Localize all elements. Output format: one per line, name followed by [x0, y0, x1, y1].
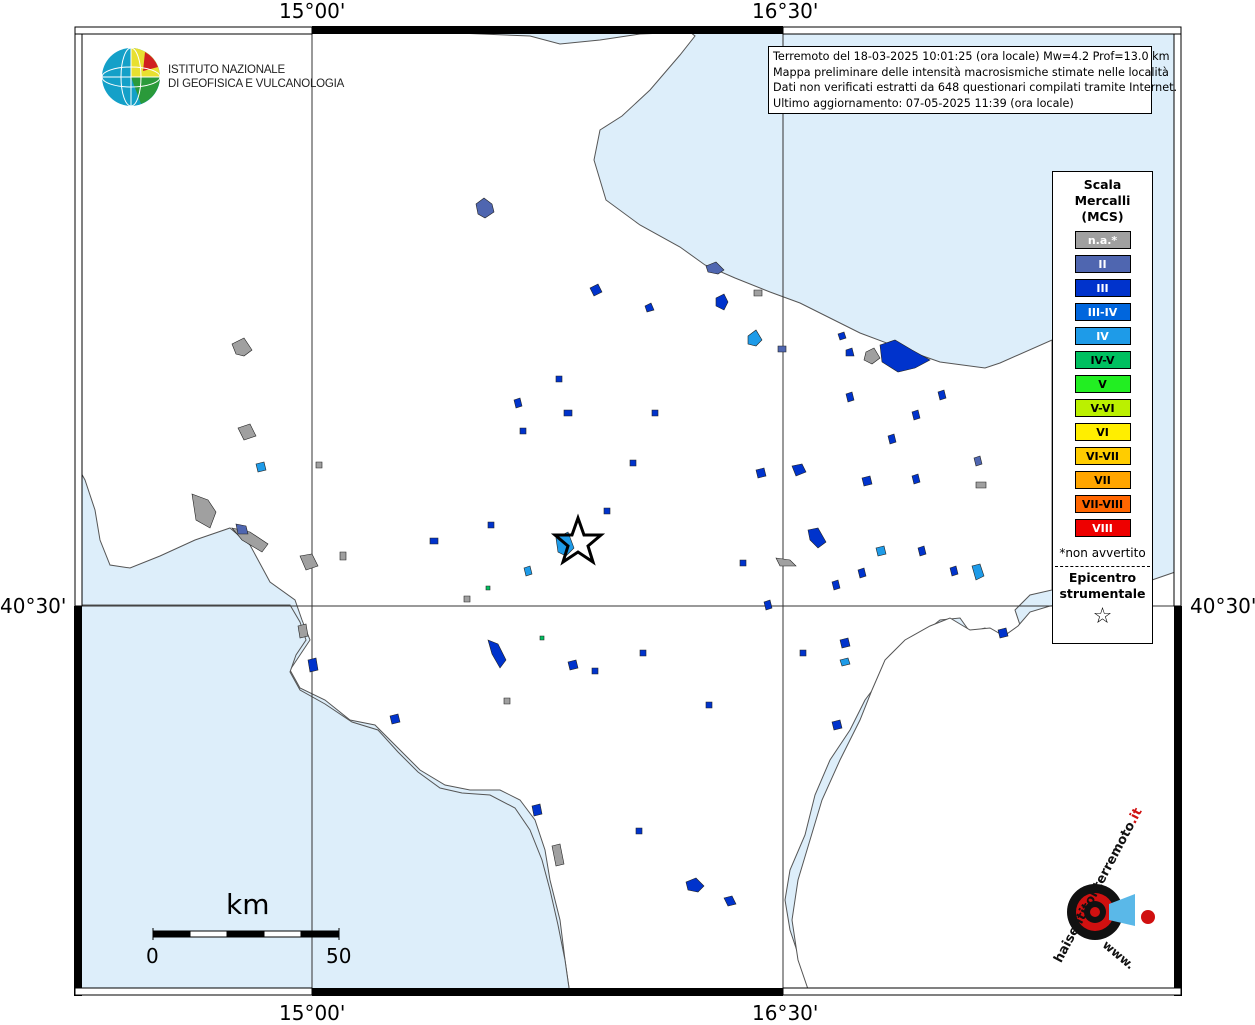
legend-item: III-IV: [1074, 303, 1131, 321]
lat-label-right: 40°30': [1190, 594, 1255, 618]
scale-bar: [152, 928, 340, 940]
scale-start: 0: [146, 944, 159, 968]
ingv-globe-icon: [101, 47, 161, 107]
lon-label-bottom-15: 15°00': [279, 1001, 346, 1025]
legend-item: VI-VII: [1074, 447, 1131, 465]
frame-ticks-white: [74, 26, 1182, 996]
legend-title: Scala Mercalli (MCS): [1053, 177, 1152, 225]
legend-star-icon: ☆: [1092, 604, 1113, 629]
legend-item: VII: [1074, 471, 1131, 489]
legend-title-line-2: Mercalli: [1074, 193, 1131, 208]
legend-item: VII-VIII: [1074, 495, 1131, 513]
legend-item: VIII: [1074, 519, 1131, 537]
legend-item: IV: [1074, 327, 1131, 345]
legend-item: VI: [1074, 423, 1131, 441]
lon-label-top-1630: 16°30': [752, 0, 819, 23]
legend-title-line-3: (MCS): [1081, 209, 1124, 224]
legend-epicenter-label: Epicentro strumentale: [1053, 570, 1152, 602]
legend-separator: [1055, 566, 1150, 567]
legend-note: *non avvertito: [1059, 546, 1146, 560]
lat-label-left: 40°30': [0, 594, 67, 618]
legend-epicenter-line-2: strumentale: [1059, 586, 1146, 601]
legend-item: n.a.*: [1074, 231, 1131, 249]
info-line-4: Ultimo aggiornamento: 07-05-2025 11:39 (…: [773, 96, 1074, 110]
haisentito-badge: [1059, 876, 1155, 948]
logo-line-1: ISTITUTO NAZIONALE: [168, 64, 285, 76]
legend-item: III: [1074, 279, 1131, 297]
ingv-logo-text: ISTITUTO NAZIONALE DI GEOFISICA E VULCAN…: [168, 63, 344, 91]
mcs-legend: Scala Mercalli (MCS) n.a.* II III III-IV IV I…: [1052, 171, 1153, 644]
legend-item: V-VI: [1074, 399, 1131, 417]
legend-title-line-1: Scala: [1083, 177, 1122, 192]
municipalities: [191, 197, 1009, 907]
legend-item: IV-V: [1074, 351, 1131, 369]
info-line-1: Terremoto del 18-03-2025 10:01:25 (ora l…: [773, 50, 1170, 63]
event-info-box: Terremoto del 18-03-2025 10:01:25 (ora l…: [768, 46, 1178, 114]
epicenter-star: [550, 513, 606, 566]
info-line-3: Dati non verificati estratti da 648 ques…: [773, 81, 1178, 94]
lon-label-top-15: 15°00': [279, 0, 346, 23]
sea-bottom-left: [74, 604, 571, 996]
scale-unit: km: [226, 888, 270, 921]
legend-item: V: [1074, 375, 1131, 393]
land-area: [74, 26, 1053, 996]
frame-ticks: [74, 26, 1182, 996]
lon-label-bottom-1630: 16°30': [752, 1001, 819, 1025]
graticule: [75, 27, 1181, 995]
info-line-2: Mappa preliminare delle intensità macros…: [773, 65, 1169, 79]
scale-end: 50: [326, 944, 352, 968]
legend-item: II: [1074, 255, 1131, 273]
logo-line-2: DI GEOFISICA E VULCANOLOGIA: [168, 78, 345, 90]
legend-items: n.a.* II III III-IV IV IV-V V V-VI VI VI-VII VII VI…: [1053, 231, 1152, 537]
legend-epicenter-line-1: Epicentro: [1068, 570, 1137, 585]
